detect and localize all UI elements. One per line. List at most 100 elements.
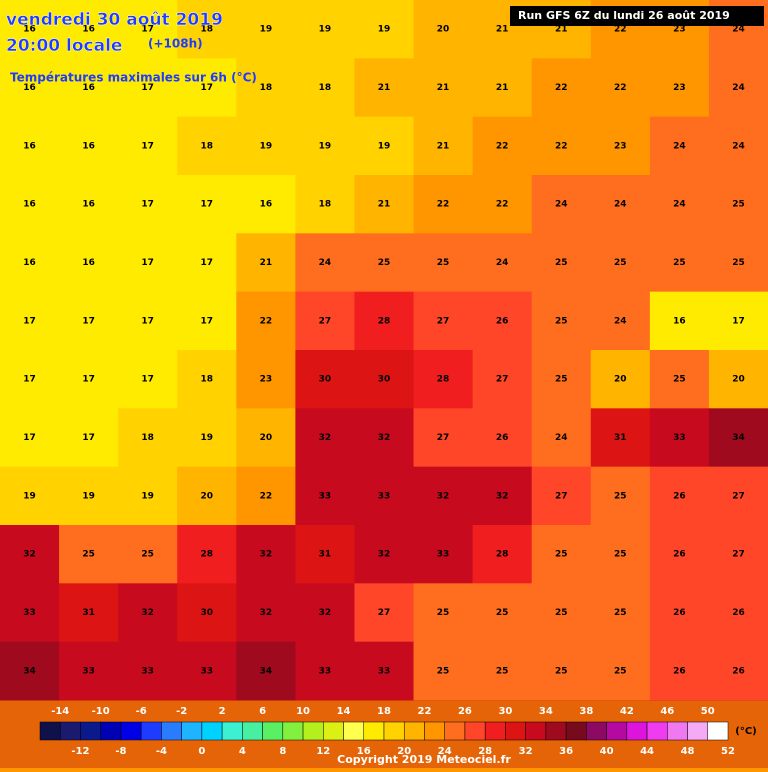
temp-cell <box>177 408 237 468</box>
temp-value: 24 <box>673 141 686 151</box>
temp-cell <box>236 116 296 176</box>
temp-value: 23 <box>260 375 273 385</box>
temp-value: 24 <box>614 200 627 210</box>
temp-value: 25 <box>496 666 509 676</box>
temp-value: 32 <box>378 433 391 443</box>
temp-cell <box>531 175 592 234</box>
temp-value: 19 <box>260 141 273 151</box>
temp-value: 32 <box>319 608 332 618</box>
temp-cell <box>0 233 60 293</box>
temp-value: 24 <box>732 83 745 93</box>
colorbar-tick-label: -14 <box>51 706 69 717</box>
temp-cell <box>354 233 415 293</box>
temp-cell <box>708 525 768 584</box>
temp-value: 32 <box>23 550 36 560</box>
temp-value: 27 <box>555 491 568 501</box>
temp-cell <box>472 233 533 293</box>
temp-value: 26 <box>496 316 509 326</box>
temp-cell <box>708 641 768 701</box>
temp-cell <box>649 291 710 351</box>
temp-cell <box>472 175 533 234</box>
colorbar-tick-label: -4 <box>156 746 167 757</box>
colorbar-swatch <box>140 721 162 741</box>
temp-cell <box>590 233 651 293</box>
temp-cell <box>118 583 178 643</box>
temp-cell <box>177 291 237 351</box>
temp-cell <box>0 175 60 234</box>
colorbar-tick-label: 8 <box>279 746 286 757</box>
temp-value: 18 <box>319 83 332 93</box>
temp-value: 27 <box>732 550 745 560</box>
colorbar-tick-label: 38 <box>579 706 593 717</box>
colorbar-swatch <box>444 721 466 741</box>
colorbar-swatch <box>464 721 486 741</box>
temp-cell <box>472 58 533 118</box>
temp-value: 33 <box>201 666 214 676</box>
colorbar-tick-label: -12 <box>71 746 89 757</box>
temp-value: 33 <box>23 608 36 618</box>
temp-cell <box>531 116 592 176</box>
temp-value: 27 <box>437 316 450 326</box>
temp-cell <box>295 350 355 409</box>
temp-value: 25 <box>378 258 391 268</box>
temp-value: 16 <box>673 316 686 326</box>
temp-cell <box>649 58 710 118</box>
temp-cell <box>472 641 533 701</box>
temp-value: 17 <box>82 316 95 326</box>
temp-cell <box>118 0 178 59</box>
temp-cell <box>649 583 710 643</box>
temp-value: 33 <box>319 666 332 676</box>
temp-value: 25 <box>614 258 627 268</box>
colorbar-tick-label: -8 <box>115 746 126 757</box>
temp-cell <box>708 116 768 176</box>
colorbar-tick-label: 12 <box>316 746 330 757</box>
temp-cell <box>0 583 60 643</box>
temp-value: 20 <box>614 375 627 385</box>
temp-cell <box>236 408 296 468</box>
temp-cell <box>118 408 178 468</box>
temp-cell <box>0 0 60 59</box>
colorbar-tick-label: 10 <box>296 706 310 717</box>
temp-cell <box>413 641 474 701</box>
temp-value: 27 <box>496 375 509 385</box>
temp-value: 16 <box>23 83 36 93</box>
temp-value: 24 <box>732 141 745 151</box>
copyright: Copyright 2019 Meteociel.fr <box>337 753 511 766</box>
temp-value: 21 <box>437 141 450 151</box>
temp-value: 24 <box>319 258 332 268</box>
temp-cell <box>354 0 415 59</box>
temp-cell <box>295 175 355 234</box>
temp-value: 18 <box>141 433 154 443</box>
temp-value: 17 <box>141 25 154 35</box>
temp-value: 16 <box>23 141 36 151</box>
colorbar-tick-label: 40 <box>600 746 614 757</box>
temp-value: 17 <box>141 258 154 268</box>
colorbar-swatch <box>383 721 405 741</box>
temp-cell <box>590 408 651 468</box>
temp-cell <box>413 291 474 351</box>
colorbar-tick-label: 32 <box>519 746 533 757</box>
colorbar-tick-label: 22 <box>418 706 432 717</box>
temp-cell <box>236 233 296 293</box>
temp-value: 32 <box>260 608 273 618</box>
temp-cell <box>236 525 296 584</box>
temp-value: 25 <box>555 550 568 560</box>
temp-cell <box>531 583 592 643</box>
temp-value: 18 <box>201 141 214 151</box>
time-title: 20:00 locale <box>6 36 122 56</box>
temp-cell <box>354 525 415 584</box>
temp-cell <box>59 525 119 584</box>
temp-cell <box>708 175 768 234</box>
temp-value: 26 <box>673 666 686 676</box>
temp-value: 27 <box>319 316 332 326</box>
temp-value: 31 <box>614 433 627 443</box>
colorbar-swatch <box>525 721 547 741</box>
temp-cell <box>590 350 651 409</box>
temp-cell <box>354 466 415 526</box>
temp-cell <box>295 58 355 118</box>
colorbar-tick-label: 52 <box>721 746 735 757</box>
temp-value: 23 <box>673 83 686 93</box>
temp-cell <box>708 58 768 118</box>
temp-value: 33 <box>673 433 686 443</box>
temp-cell <box>295 0 355 59</box>
